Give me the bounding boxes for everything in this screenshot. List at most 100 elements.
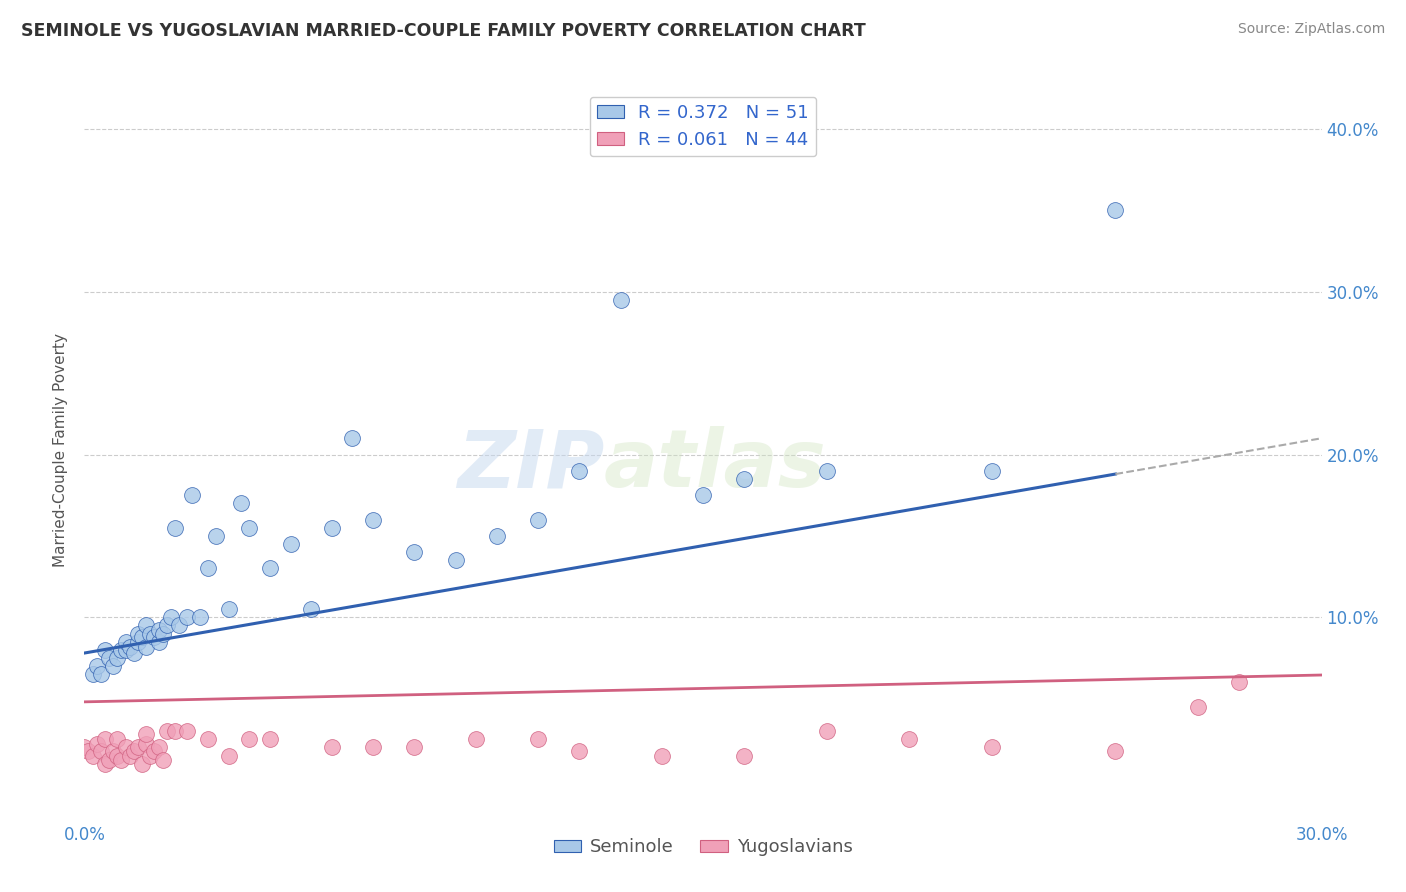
Text: atlas: atlas (605, 426, 827, 504)
Point (90, 667, 112, 681)
Point (135, 618, 157, 632)
Point (342, 431, 364, 445)
Point (733, 472, 755, 486)
Point (135, 727, 157, 741)
Point (165, 521, 187, 535)
Point (82, 667, 104, 681)
Point (568, 744, 591, 758)
Point (527, 513, 550, 527)
Point (139, 748, 162, 763)
Point (238, 521, 260, 535)
Point (94, 732, 117, 747)
Point (197, 561, 219, 575)
Point (156, 618, 179, 632)
Point (143, 630, 166, 644)
Point (218, 602, 240, 616)
Point (218, 748, 240, 763)
Point (188, 610, 211, 624)
Point (103, 659, 125, 673)
Point (733, 748, 755, 763)
Point (131, 630, 153, 644)
Point (110, 642, 132, 657)
Point (180, 488, 202, 502)
Text: Source: ZipAtlas.com: Source: ZipAtlas.com (1237, 22, 1385, 37)
Point (118, 640, 141, 654)
Point (1104, 744, 1126, 758)
Point (651, 748, 673, 763)
Point (1104, 203, 1126, 218)
Point (148, 740, 170, 755)
Legend: Seminole, Yugoslavians: Seminole, Yugoslavians (547, 831, 859, 863)
Point (444, 553, 467, 567)
Point (143, 744, 166, 758)
Point (259, 561, 281, 575)
Point (568, 464, 591, 478)
Point (527, 732, 550, 747)
Point (127, 634, 149, 648)
Point (148, 624, 170, 638)
Point (1227, 675, 1250, 690)
Point (205, 529, 228, 543)
Point (280, 537, 302, 551)
Point (465, 732, 488, 747)
Point (165, 724, 187, 739)
Point (1187, 699, 1209, 714)
Y-axis label: Married-Couple Family Poverty: Married-Couple Family Poverty (53, 334, 69, 567)
Point (139, 626, 162, 640)
Point (259, 732, 281, 747)
Point (114, 634, 136, 648)
Point (110, 754, 132, 768)
Point (94, 642, 117, 657)
Point (152, 626, 174, 640)
Point (485, 529, 508, 543)
Point (609, 293, 631, 307)
Point (692, 488, 714, 502)
Point (135, 737, 157, 751)
Point (118, 748, 141, 763)
Point (815, 464, 838, 478)
Point (156, 724, 179, 739)
Point (229, 496, 252, 510)
Point (160, 610, 183, 624)
Point (86, 737, 108, 751)
Point (82, 748, 104, 763)
Point (94, 756, 117, 771)
Point (980, 464, 1002, 478)
Point (197, 732, 219, 747)
Point (152, 754, 174, 768)
Point (131, 756, 153, 771)
Point (135, 640, 157, 654)
Point (114, 740, 136, 755)
Point (898, 732, 921, 747)
Point (321, 521, 343, 535)
Point (90, 744, 112, 758)
Point (361, 513, 384, 527)
Point (103, 744, 125, 758)
Point (77, 744, 100, 758)
Point (114, 642, 136, 657)
Text: ZIP: ZIP (457, 426, 605, 504)
Point (321, 740, 343, 755)
Point (815, 724, 838, 739)
Point (299, 602, 322, 616)
Point (404, 545, 426, 559)
Point (98, 754, 121, 768)
Point (238, 732, 260, 747)
Point (73, 740, 96, 755)
Point (122, 646, 145, 660)
Point (127, 626, 149, 640)
Point (105, 651, 128, 665)
Point (361, 740, 384, 755)
Point (86, 659, 108, 673)
Point (176, 610, 198, 624)
Point (105, 732, 128, 747)
Point (127, 740, 149, 755)
Point (176, 724, 198, 739)
Text: SEMINOLE VS YUGOSLAVIAN MARRIED-COUPLE FAMILY POVERTY CORRELATION CHART: SEMINOLE VS YUGOSLAVIAN MARRIED-COUPLE F… (21, 22, 866, 40)
Point (167, 618, 190, 632)
Point (980, 740, 1002, 755)
Point (404, 740, 426, 755)
Point (105, 748, 128, 763)
Point (98, 651, 121, 665)
Point (122, 744, 145, 758)
